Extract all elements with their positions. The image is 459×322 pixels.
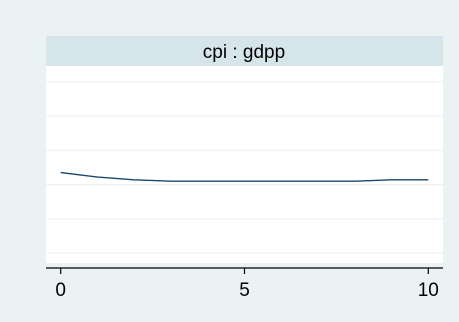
grid-lines xyxy=(46,81,443,254)
series-layer xyxy=(60,171,429,182)
title-strip xyxy=(46,36,443,66)
x-tick-label: 0 xyxy=(55,280,66,301)
x-axis-ticks: 0 5 10 xyxy=(55,268,439,301)
x-tick-label: 10 xyxy=(418,280,439,301)
x-tick-label: 5 xyxy=(239,280,250,301)
plot-panel xyxy=(46,36,443,263)
series-line-0 xyxy=(60,171,429,182)
chart-title: cpi : gdpp xyxy=(203,42,285,63)
